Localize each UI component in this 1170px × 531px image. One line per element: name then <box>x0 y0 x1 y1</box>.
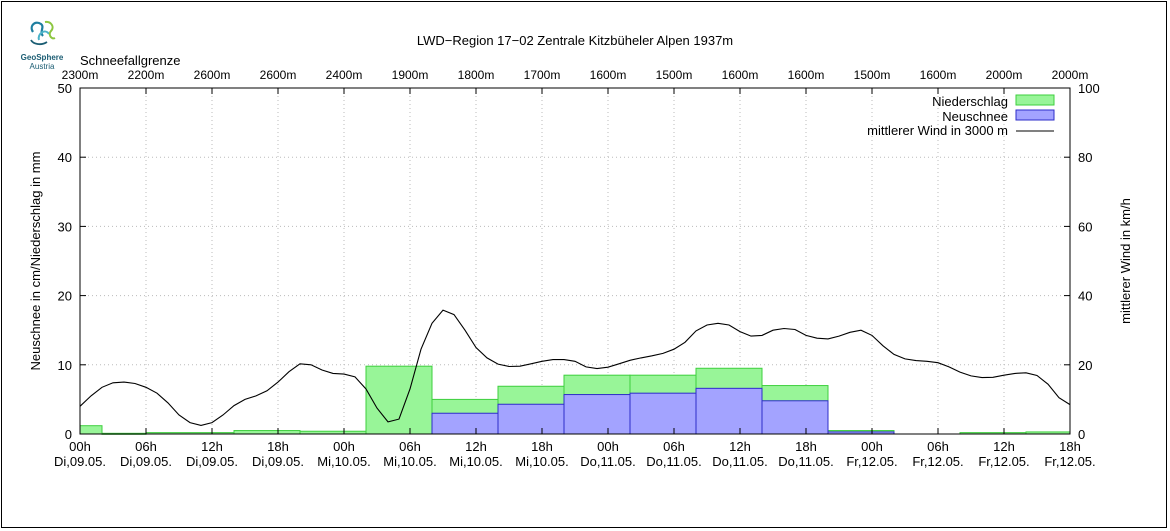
y-tick-label: 30 <box>58 219 72 234</box>
legend-snow-label: Neuschnee <box>942 109 1008 124</box>
y2-tick-label: 60 <box>1078 219 1092 234</box>
legend-wind-label: mittlerer Wind in 3000 m <box>867 123 1008 138</box>
snow-bar <box>497 403 565 435</box>
snowline-value: 1700m <box>524 68 561 82</box>
y2-tick-label: 80 <box>1078 150 1092 165</box>
snow-bar <box>761 400 829 435</box>
x-tick-label-time: 18h <box>531 439 553 454</box>
y2-tick-label: 0 <box>1078 427 1085 442</box>
x-tick-label-date: Mi,10.05. <box>515 454 568 469</box>
x-tick-label-time: 00h <box>861 439 883 454</box>
x-tick-label-date: Di,09.05. <box>252 454 304 469</box>
x-tick-label-date: Do,11.05. <box>580 454 635 469</box>
snow-bar <box>695 387 763 435</box>
x-tick-label-date: Do,11.05. <box>778 454 833 469</box>
snowline-value: 1600m <box>722 68 759 82</box>
snowline-value: 2000m <box>986 68 1023 82</box>
y-axis-label: Neuschnee in cm/Niederschlag in mm <box>28 152 43 371</box>
snowline-value: 1500m <box>854 68 891 82</box>
snowline-value: 2400m <box>326 68 363 82</box>
x-tick-label-date: Fr,12.05. <box>846 454 897 469</box>
new-snow-bars <box>431 387 895 435</box>
x-tick-label-time: 00h <box>597 439 619 454</box>
x-tick-label-time: 12h <box>993 439 1015 454</box>
snowline-value: 2600m <box>194 68 231 82</box>
snowline-value: 1900m <box>392 68 429 82</box>
x-tick-label-date: Di,09.05. <box>186 454 238 469</box>
x-tick-label-date: Di,09.05. <box>54 454 106 469</box>
snowline-value: 1600m <box>590 68 627 82</box>
geosphere-logo: GeoSphere Austria <box>16 18 68 71</box>
chart-title: LWD−Region 17−02 Zentrale Kitzbüheler Al… <box>417 33 733 48</box>
x-tick-label-time: 12h <box>201 439 223 454</box>
logo-text-line1: GeoSphere <box>20 53 64 62</box>
y-tick-label: 50 <box>58 81 72 96</box>
x-tick-label-time: 18h <box>267 439 289 454</box>
x-tick-label-time: 18h <box>1059 439 1081 454</box>
snowline-value: 1600m <box>788 68 825 82</box>
x-tick-label-time: 12h <box>465 439 487 454</box>
precip-bar <box>365 365 433 435</box>
x-tick-label-date: Do,11.05. <box>646 454 701 469</box>
y2-tick-label: 20 <box>1078 358 1092 373</box>
legend-snow-swatch <box>1015 109 1055 121</box>
y-tick-label: 0 <box>65 427 72 442</box>
wind-line <box>79 309 1071 426</box>
x-tick-label-time: 00h <box>333 439 355 454</box>
wind-line-layer <box>79 309 1071 426</box>
snowline-value: 1500m <box>656 68 693 82</box>
snowline-value: 2600m <box>260 68 297 82</box>
x-tick-label-date: Fr,12.05. <box>1044 454 1095 469</box>
x-tick-label-time: 06h <box>399 439 421 454</box>
logo-text-line2: Austria <box>29 62 55 71</box>
x-tick-label-time: 06h <box>663 439 685 454</box>
x-tick-label-time: 06h <box>927 439 949 454</box>
x-tick-label-time: 00h <box>69 439 91 454</box>
x-tick-label-time: 18h <box>795 439 817 454</box>
precip-bar <box>79 425 103 435</box>
legend-precip-label: Niederschlag <box>932 94 1008 109</box>
x-tick-label-time: 06h <box>135 439 157 454</box>
y-tick-label: 40 <box>58 150 72 165</box>
y2-tick-label: 100 <box>1078 81 1100 96</box>
snowline-value: 1600m <box>920 68 957 82</box>
x-tick-label-date: Di,09.05. <box>120 454 172 469</box>
snowline-value: 1800m <box>458 68 495 82</box>
x-tick-label-date: Mi,10.05. <box>383 454 436 469</box>
snow-bar <box>563 394 631 435</box>
y-tick-label: 20 <box>58 289 72 304</box>
precip-bar <box>233 430 301 435</box>
plot-area-border <box>79 87 1071 435</box>
snow-bar <box>431 412 499 435</box>
x-tick-label-date: Fr,12.05. <box>978 454 1029 469</box>
snow-bar <box>629 392 697 435</box>
snowline-value: 2000m <box>1052 68 1089 82</box>
y2-tick-label: 40 <box>1078 289 1092 304</box>
snowline-value: 2200m <box>128 68 165 82</box>
x-tick-label-time: 12h <box>729 439 751 454</box>
x-tick-label-date: Mi,10.05. <box>449 454 502 469</box>
x-tick-label-date: Fr,12.05. <box>912 454 963 469</box>
snowline-label: Schneefallgrenze <box>80 53 180 68</box>
x-tick-label-date: Mi,10.05. <box>317 454 370 469</box>
geosphere-logo-icon <box>30 20 56 46</box>
y2-axis-label: mittlerer Wind in km/h <box>1118 198 1133 324</box>
legend: Niederschlag Neuschnee mittlerer Wind in… <box>867 94 1055 138</box>
y-tick-label: 10 <box>58 358 72 373</box>
snowline-value: 2300m <box>62 68 99 82</box>
x-tick-label-date: Do,11.05. <box>712 454 767 469</box>
axis-layer: 00hDi,09.05.2300m06hDi,09.05.2200m12hDi,… <box>54 68 1100 469</box>
legend-precip-swatch <box>1015 94 1055 106</box>
